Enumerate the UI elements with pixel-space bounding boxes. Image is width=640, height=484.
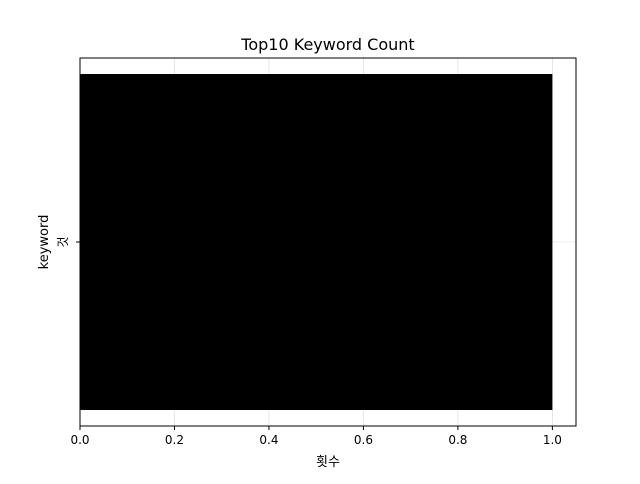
x-tick-label: 0.6 xyxy=(354,433,373,447)
bar xyxy=(80,74,553,410)
y-tick-label: 것 xyxy=(56,236,70,247)
x-tick-label: 0.8 xyxy=(448,433,467,447)
x-tick-label: 1.0 xyxy=(543,433,562,447)
chart-title: Top10 Keyword Count xyxy=(240,35,414,54)
bar-layer xyxy=(80,74,553,410)
y-axis-label: keyword xyxy=(37,215,52,270)
x-tick-label: 0.2 xyxy=(165,433,184,447)
tick-layer: 것 0.0 0.2 0.4 0.6 0.8 1.0 xyxy=(56,236,562,447)
x-tick-label: 0.0 xyxy=(70,433,89,447)
x-axis-label: 횟수 xyxy=(316,455,340,470)
x-tick-label: 0.4 xyxy=(259,433,278,447)
